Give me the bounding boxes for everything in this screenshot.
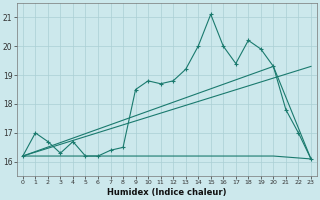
X-axis label: Humidex (Indice chaleur): Humidex (Indice chaleur) <box>107 188 227 197</box>
